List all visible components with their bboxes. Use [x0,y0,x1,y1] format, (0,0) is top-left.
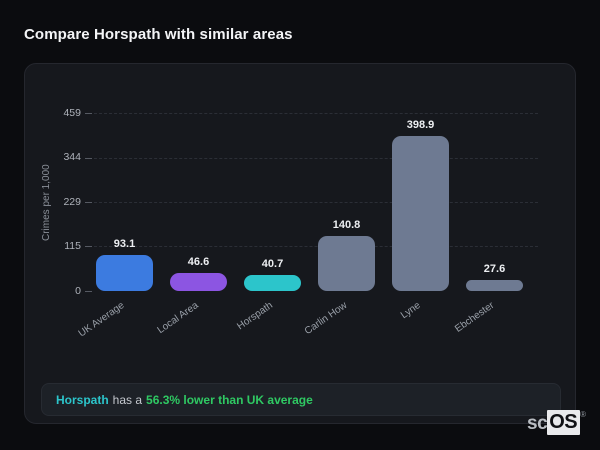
y-tick-label: 229 [63,195,81,208]
y-tick-label: 0 [75,284,81,297]
x-axis-label: Local Area [155,300,201,337]
x-axis-label: Ebchester [453,300,497,335]
logo-suffix: OS [547,410,581,435]
bar-value-label: 93.1 [113,237,136,250]
x-axis-label: UK Average [76,300,127,340]
bar-ebchester[interactable] [466,280,523,291]
bar-value-label: 398.9 [406,119,435,132]
y-tick-mark [85,246,92,248]
y-tick-mark [85,202,92,204]
y-tick-mark [85,291,92,292]
registered-mark: ® [580,410,586,419]
status-comparison: 56.3% lower than UK average [146,392,313,407]
logo-prefix: sc [527,413,548,434]
bar-carlin-how[interactable] [318,236,375,291]
bar-value-label: 46.6 [187,255,210,268]
status-banner: Horspath has a 56.3% lower than UK average [41,383,561,416]
gridline [89,202,538,204]
bar-horspath[interactable] [244,275,301,291]
status-connector: has a [112,392,143,407]
chart-panel: Crimes per 1,000 0 115 229 344 459 93.1 UK Ave… [24,63,576,424]
bar-value-label: 40.7 [261,258,284,271]
x-axis-label: Lyne [399,300,423,322]
x-axis-label: Carlin How [302,300,349,338]
x-axis-label: Horspath [235,300,275,333]
page-title: Compare Horspath with similar areas [24,26,293,43]
status-area-name: Horspath [56,392,109,407]
y-tick-mark [85,157,92,159]
bar-uk-average[interactable] [96,254,153,291]
bar-value-label: 27.6 [483,263,506,276]
bar-local-area[interactable] [170,272,227,291]
gridline [89,157,538,159]
y-tick-label: 115 [64,239,81,252]
gridline [89,113,538,114]
scos-logo: sc OS ® [527,410,586,435]
y-tick-mark [85,113,92,114]
bar-lyne[interactable] [392,136,449,291]
y-tick-label: 344 [63,151,81,164]
plot-area: 0 115 229 344 459 93.1 UK Average 46.6 Local Are… [25,64,575,423]
bar-value-label: 140.8 [332,219,361,232]
y-tick-label: 459 [63,106,81,119]
gridline [89,246,538,248]
